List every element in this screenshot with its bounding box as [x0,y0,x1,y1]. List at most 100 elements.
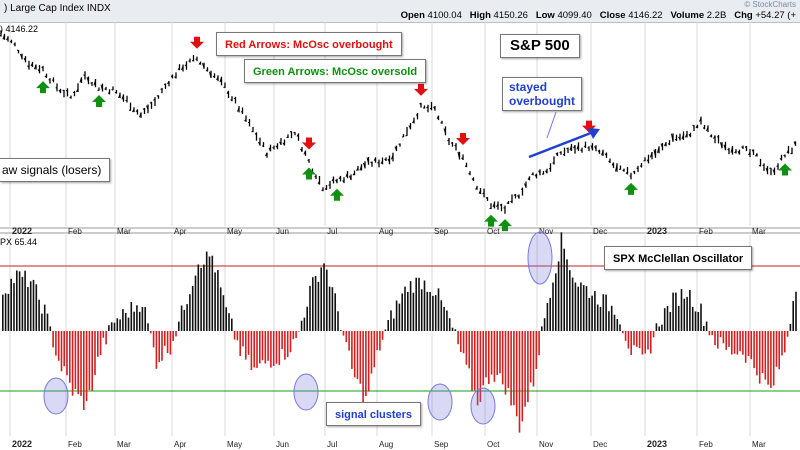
green-arrow [778,163,792,176]
price-bar-tick [212,75,215,78]
osc-bar [694,311,697,331]
price-bar-tick [653,149,656,157]
osc-bar [108,325,110,331]
osc-bar [691,306,694,331]
osc-bar [655,323,658,331]
osc-bar [672,292,674,331]
osc-bar [342,331,345,336]
osc-bar [275,331,278,364]
osc-bar [57,331,60,361]
price-bar-tick [646,159,649,163]
osc-bar [733,331,736,354]
price-bar-tick [660,143,663,148]
osc-bar [88,331,91,390]
price-bar-tick [412,120,415,124]
high-value: 4150.26 [493,10,528,21]
osc-bar [38,299,40,331]
price-bar-tick [191,59,194,62]
osc-bar [29,281,32,331]
osc-bar [661,324,663,331]
osc-bar [147,323,149,331]
price-bar-tick [265,152,268,157]
signal-cluster-circle [43,377,69,415]
osc-bar [211,255,214,331]
osc-bar [390,310,392,331]
price-bar-tick [370,161,373,164]
price-bar-tick [699,118,702,122]
osc-bar [571,277,574,331]
price-bar-tick [380,160,383,164]
osc-bar [493,331,496,382]
price-bar-tick [349,175,352,180]
osc-bar [233,331,236,340]
osc-bar [683,298,686,331]
osc-bar [124,313,127,331]
osc-bar [373,331,376,368]
price-bar-tick [674,138,677,141]
price-bar-tick [436,115,439,119]
price-bar-tick [524,183,527,188]
osc-bar [647,331,649,350]
osc-bar [326,269,328,331]
price-bar-tick [583,145,586,148]
price-bar-tick [174,76,177,79]
osc-bar [566,259,568,331]
osc-bar [532,331,535,387]
osc-bar [465,331,468,365]
osc-bar [136,305,138,331]
osc-bar [191,285,194,331]
stayed-overbought-arrow [528,129,597,159]
price-bar-tick [643,159,646,162]
price-bar-tick [100,84,103,91]
osc-bar [286,331,289,357]
osc-bar [110,322,113,331]
green-arrow [624,182,638,195]
price-bar-tick [205,69,208,72]
osc-bar [16,270,18,331]
osc-bar [253,331,255,368]
price-bar-tick [37,69,40,72]
osc-bar [513,331,515,406]
price-bar-tick [534,173,537,177]
price-bar-tick [156,95,159,98]
price-bar-tick [688,133,691,137]
price-bar-tick [426,106,429,109]
osc-bar [552,282,554,331]
osc-bar [27,287,29,331]
price-bar-tick [373,158,376,161]
osc-bar [599,306,602,331]
osc-bar [476,331,479,406]
osc-bar [141,307,144,331]
stayed-overbought-arrowhead [588,128,600,139]
red-arrow [414,83,428,96]
osc-bar [781,331,783,356]
osc-bar [764,331,767,380]
osc-bar [686,296,688,331]
osc-bar [306,306,308,331]
osc-bar [113,322,116,331]
osc-bar [77,331,79,395]
osc-bar [488,331,490,384]
osc-bar [700,303,702,331]
price-bar-tick [545,170,548,174]
price-bar-tick [748,152,751,156]
price-x-tick-label: Apr [174,227,187,236]
osc-bar [197,264,200,331]
osc-bar [619,324,621,331]
osc-bar [443,306,445,331]
price-bar-tick [226,90,229,95]
price-bar-tick [9,40,12,43]
osc-bar [284,331,286,360]
osc-bar [644,331,646,354]
price-bar-tick [86,77,89,83]
price-bar-tick [538,170,541,174]
osc-bar [650,331,652,354]
osc-bar [292,331,295,340]
price-bar-tick [709,134,712,138]
osc-x-tick-label: Nov [539,440,553,449]
price-bar-tick [608,160,611,163]
osc-bar [74,331,77,390]
stayed-note-line1: stayed [509,80,548,94]
price-x-tick-label: May [227,227,242,236]
osc-bar [538,331,540,356]
